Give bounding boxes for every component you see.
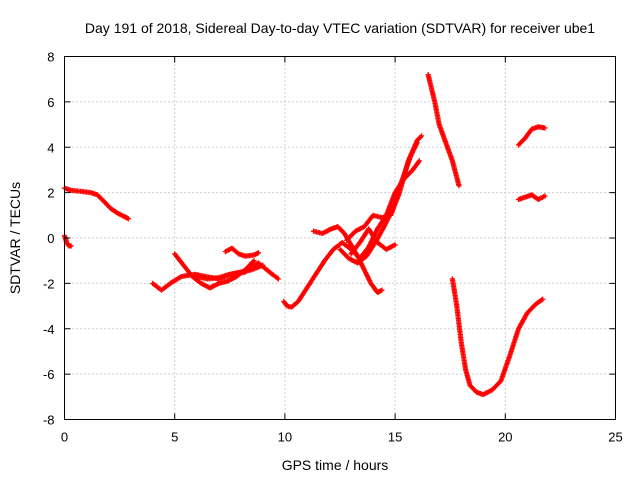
- data-point: [255, 250, 262, 256]
- data-point: [260, 262, 266, 268]
- series-track-12: [425, 72, 462, 189]
- series-track-13: [449, 276, 546, 398]
- x-tick-label: 25: [608, 430, 622, 445]
- series-track-6: [194, 262, 266, 282]
- series-track-2: [61, 233, 74, 249]
- y-tick-label: 0: [47, 231, 54, 246]
- y-tick-label: -6: [43, 367, 55, 382]
- x-tick-label: 0: [61, 430, 68, 445]
- series-track-14: [515, 124, 548, 148]
- data-point: [379, 287, 385, 293]
- y-tick-label: 2: [47, 186, 54, 201]
- x-tick-label: 15: [388, 430, 402, 445]
- chart-title: Day 191 of 2018, Sidereal Day-to-day VTE…: [85, 20, 595, 36]
- series-track-10: [344, 133, 425, 243]
- x-tick-label: 10: [278, 430, 292, 445]
- data-point: [416, 158, 422, 164]
- data-point: [392, 242, 398, 248]
- grid-layer: [64, 56, 616, 420]
- data-point: [418, 133, 425, 139]
- y-tick-label: 8: [47, 50, 54, 65]
- data-point: [542, 193, 548, 199]
- data-point: [542, 125, 548, 131]
- y-axis-label: SDTVAR / TECUs: [7, 182, 23, 294]
- y-tick-label: -2: [43, 276, 55, 291]
- series-track-5: [222, 245, 262, 259]
- data-point: [540, 296, 546, 302]
- data-point: [275, 276, 281, 282]
- points-layer: [61, 72, 548, 398]
- y-tick-label: -8: [43, 413, 55, 428]
- series-track-4: [172, 251, 257, 291]
- data-point: [251, 258, 257, 264]
- data-point: [125, 216, 132, 222]
- x-tick-label: 5: [171, 430, 178, 445]
- y-tick-label: 6: [47, 95, 54, 110]
- ticks-layer: 0 5 10 15 20 25 -8 -6 -4 -2 0 2 4 6 8: [43, 50, 623, 445]
- series-track-8: [310, 224, 385, 296]
- y-tick-label: 4: [47, 140, 54, 155]
- series-track-1: [61, 185, 132, 222]
- y-tick-label: -4: [43, 322, 55, 337]
- data-point: [456, 183, 462, 189]
- x-axis-label: GPS time / hours: [282, 457, 389, 473]
- series-track-11: [348, 226, 398, 257]
- series-track-15: [515, 192, 548, 203]
- x-tick-label: 20: [498, 430, 512, 445]
- data-point: [68, 243, 74, 249]
